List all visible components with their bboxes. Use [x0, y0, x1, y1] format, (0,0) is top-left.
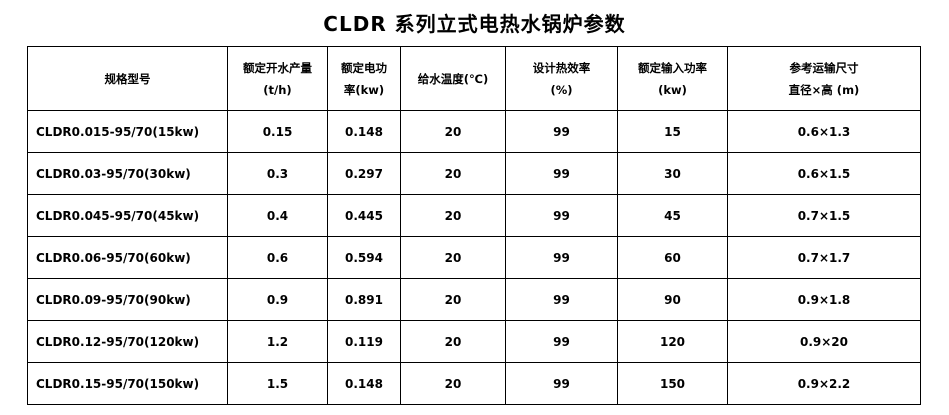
table-row: CLDR0.045-95/70(45kw) 0.4 0.445 20 99 45 0.7×1… [27, 194, 921, 237]
title: CLDR 系列立式电热水锅炉参数 [323, 12, 626, 36]
table-cell: 0.7×1.7 [727, 236, 921, 279]
table-cell: 0.15 [227, 110, 328, 153]
table-cell: 60 [617, 236, 728, 279]
table-row: CLDR0.15-95/70(150kw) 1.5 0.148 20 99 150 0.9×… [27, 362, 921, 405]
table-row: CLDR0.09-95/70(90kw) 0.9 0.891 20 99 90 0.9×1.… [27, 278, 921, 321]
table-cell: CLDR0.045-95/70(45kw) [27, 194, 228, 237]
table-cell: 15 [617, 110, 728, 153]
header-cell: 额定开水产量 (t/h) [227, 46, 328, 111]
table-cell: 99 [505, 152, 618, 195]
spec-table: 规格型号 额定开水产量 (t/h) 额定电功率(kw) 给水温度(℃) 设计热效率 (%) 额… [27, 46, 921, 405]
table-cell: 90 [617, 278, 728, 321]
header-cell: 额定电功率(kw) [327, 46, 401, 111]
table-cell: 99 [505, 194, 618, 237]
table-cell: 150 [617, 362, 728, 405]
table-cell: 0.148 [327, 362, 401, 405]
table-cell: 20 [400, 110, 506, 153]
table-cell: 99 [505, 110, 618, 153]
table-cell: 0.6×1.3 [727, 110, 921, 153]
table-cell: 0.119 [327, 320, 401, 363]
table-cell: 20 [400, 194, 506, 237]
header-text: 规格型号 [104, 71, 151, 86]
header-text: 参考运输尺寸 [789, 60, 859, 75]
table-cell: CLDR0.09-95/70(90kw) [27, 278, 228, 321]
table-cell: 99 [505, 320, 618, 363]
table-cell: 0.9×1.8 [727, 278, 921, 321]
header-cell: 额定输入功率 (kw) [617, 46, 728, 111]
table-cell: 99 [505, 278, 618, 321]
table-cell: CLDR0.15-95/70(150kw) [27, 362, 228, 405]
table-cell: 0.6 [227, 236, 328, 279]
table-cell: 20 [400, 320, 506, 363]
table-cell: CLDR0.015-95/70(15kw) [27, 110, 228, 153]
table-cell: 0.6×1.5 [727, 152, 921, 195]
table-cell: 0.7×1.5 [727, 194, 921, 237]
table-cell: 0.891 [327, 278, 401, 321]
table-cell: 0.4 [227, 194, 328, 237]
table-row: CLDR0.12-95/70(120kw) 1.2 0.119 20 99 120 0.9×… [27, 320, 921, 363]
header-text: 率(kw) [343, 82, 385, 97]
table-cell: 0.445 [327, 194, 401, 237]
table-cell: 0.148 [327, 110, 401, 153]
table-cell: 120 [617, 320, 728, 363]
table-cell: 0.9×20 [727, 320, 921, 363]
header-text: 额定开水产量 [243, 60, 312, 75]
table-cell: CLDR0.06-95/70(60kw) [27, 236, 228, 279]
table-body: CLDR0.015-95/70(15kw) 0.15 0.148 20 99 15 0.6×… [27, 110, 921, 405]
table-cell: 0.594 [327, 236, 401, 279]
header-cell: 规格型号 [27, 46, 228, 111]
table-cell: 20 [400, 152, 506, 195]
table-row: CLDR0.03-95/70(30kw) 0.3 0.297 20 99 30 0.6×1.… [27, 152, 921, 195]
table-cell: 99 [505, 362, 618, 405]
header-text: (t/h) [263, 82, 292, 97]
table-cell: 20 [400, 278, 506, 321]
table-cell: CLDR0.03-95/70(30kw) [27, 152, 228, 195]
table-cell: 1.5 [227, 362, 328, 405]
header-row: 规格型号 额定开水产量 (t/h) 额定电功率(kw) 给水温度(℃) 设计热效率 (%) 额… [27, 46, 921, 111]
table-cell: 0.9 [227, 278, 328, 321]
table-cell: CLDR0.12-95/70(120kw) [27, 320, 228, 363]
header-text: 额定输入功率 [638, 60, 707, 75]
header-cell: 给水温度(℃) [400, 46, 506, 111]
header-text: 设计热效率 [532, 60, 591, 75]
table-cell: 0.297 [327, 152, 401, 195]
header-cell: 参考运输尺寸 直径×高 (m) [727, 46, 921, 111]
table-cell: 30 [617, 152, 728, 195]
table-cell: 1.2 [227, 320, 328, 363]
table-cell: 45 [617, 194, 728, 237]
header-text: 直径×高 (m) [788, 82, 860, 97]
header-text: (%) [550, 82, 573, 97]
table-cell: 99 [505, 236, 618, 279]
table-cell: 20 [400, 236, 506, 279]
table-cell: 0.3 [227, 152, 328, 195]
table-cell: 0.9×2.2 [727, 362, 921, 405]
header-text: (kw) [658, 82, 687, 97]
header-cell: 设计热效率 (%) [505, 46, 618, 111]
table-row: CLDR0.06-95/70(60kw) 0.6 0.594 20 99 60 0.7×1.… [27, 236, 921, 279]
header-text: 给水温度(℃) [417, 71, 489, 86]
header-text: 额定电功 [341, 60, 387, 75]
table-row: CLDR0.015-95/70(15kw) 0.15 0.148 20 99 15 0.6×… [27, 110, 921, 153]
table-cell: 20 [400, 362, 506, 405]
